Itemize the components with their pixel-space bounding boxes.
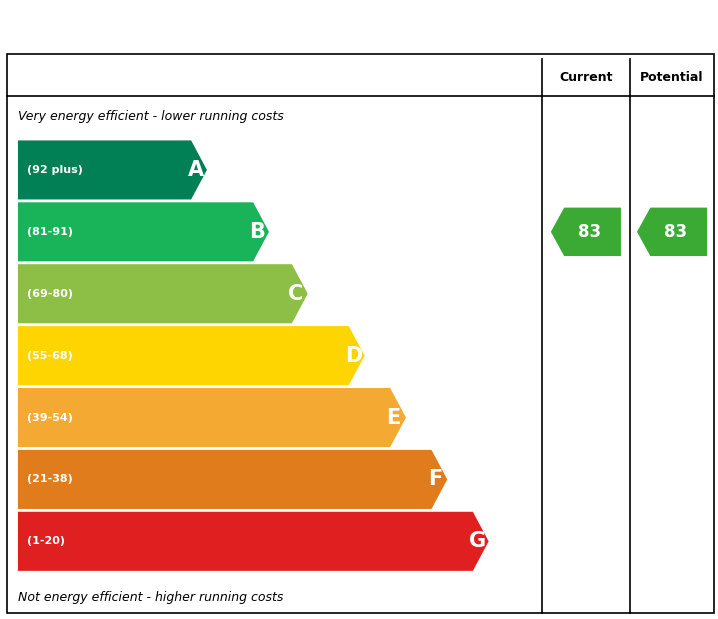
Text: (55-68): (55-68)	[27, 350, 73, 361]
Text: F: F	[428, 469, 442, 490]
Text: (81-91): (81-91)	[27, 227, 73, 237]
Text: B: B	[250, 222, 266, 242]
Polygon shape	[551, 207, 621, 256]
Text: Very energy efficient - lower running costs: Very energy efficient - lower running co…	[18, 110, 284, 123]
Text: C: C	[289, 284, 304, 304]
Polygon shape	[18, 512, 489, 571]
Text: Potential: Potential	[640, 71, 704, 84]
Text: (39-54): (39-54)	[27, 412, 73, 423]
Text: 83: 83	[664, 223, 687, 241]
Text: (92 plus): (92 plus)	[27, 165, 83, 175]
Polygon shape	[18, 141, 207, 199]
Polygon shape	[18, 264, 308, 323]
Text: D: D	[345, 345, 363, 366]
Text: (69-80): (69-80)	[27, 288, 73, 299]
Text: E: E	[386, 407, 401, 428]
Text: (21-38): (21-38)	[27, 474, 73, 485]
Polygon shape	[18, 326, 365, 385]
Polygon shape	[18, 388, 406, 447]
Text: G: G	[470, 531, 486, 552]
Polygon shape	[18, 450, 447, 509]
Text: Current: Current	[559, 71, 612, 84]
Text: (1-20): (1-20)	[27, 536, 65, 547]
Text: 83: 83	[578, 223, 601, 241]
Text: Energy Efficiency Rating: Energy Efficiency Rating	[13, 14, 414, 41]
Text: A: A	[187, 160, 204, 180]
Polygon shape	[637, 207, 707, 256]
Text: Not energy efficient - higher running costs: Not energy efficient - higher running co…	[18, 591, 284, 604]
Polygon shape	[18, 202, 269, 261]
